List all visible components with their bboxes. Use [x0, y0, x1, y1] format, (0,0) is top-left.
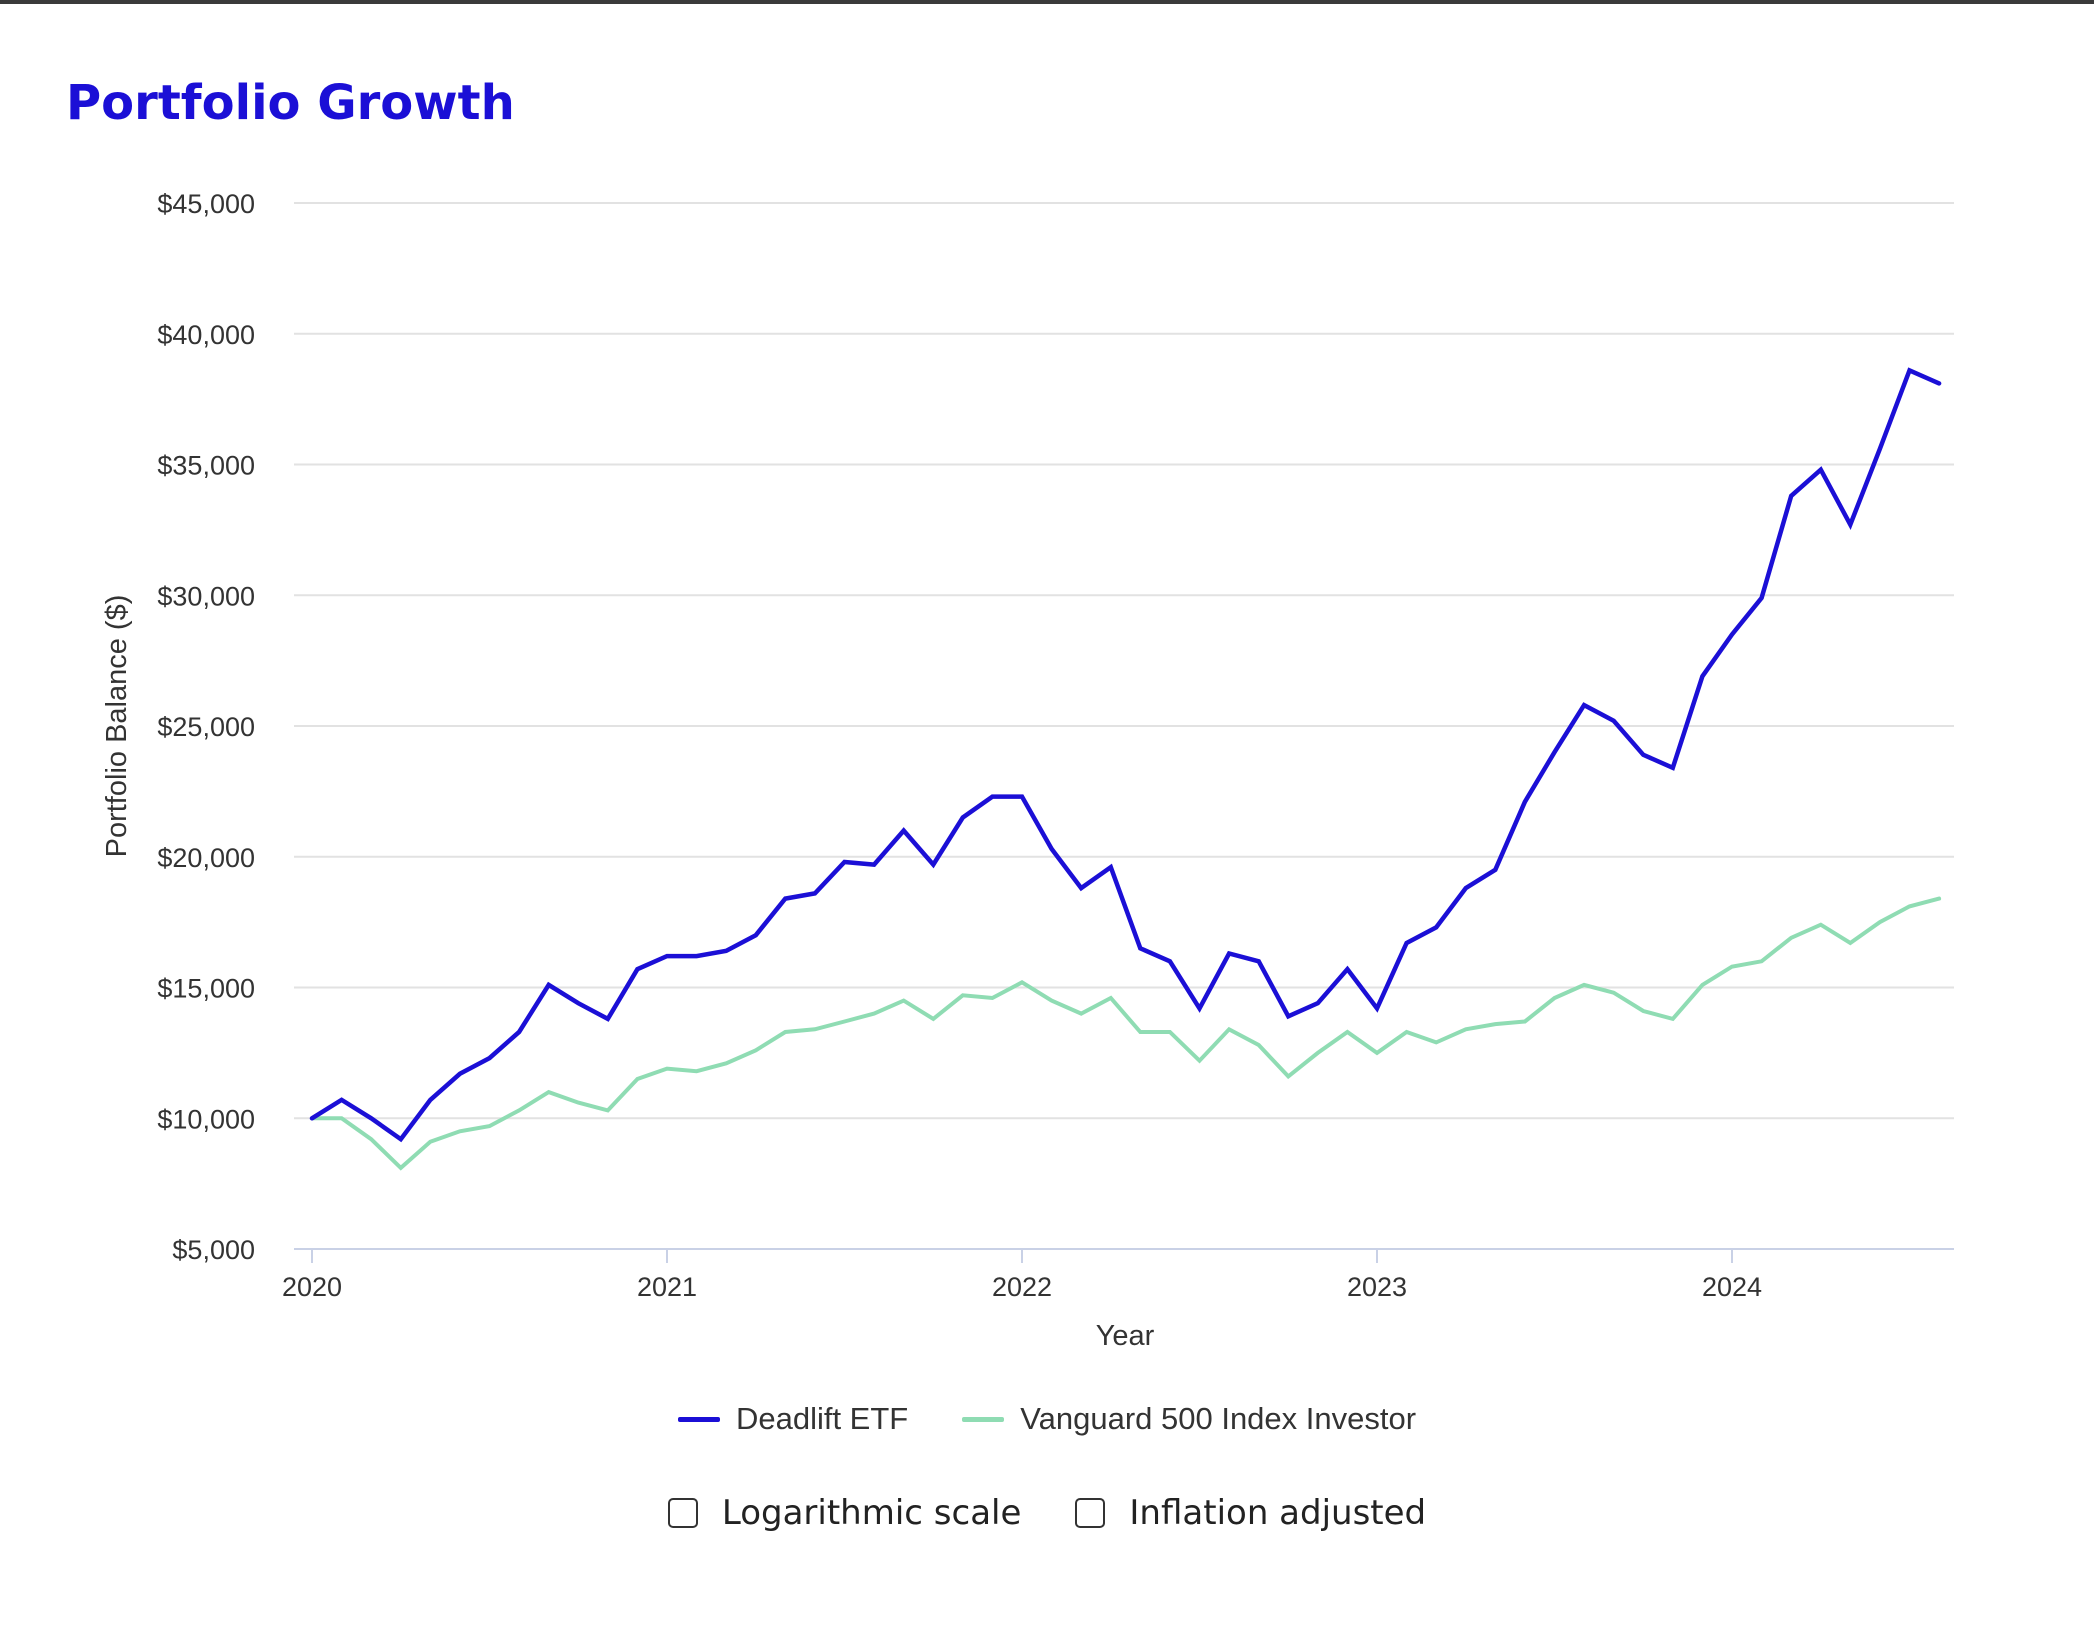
y-tick-label: $20,000	[157, 843, 255, 873]
series-line-vanguard-500[interactable]	[310, 896, 1942, 1171]
legend-swatch-deadlift-etf	[677, 1416, 720, 1422]
gridlines	[294, 202, 1954, 1120]
chart-legend: Deadlift ETF Vanguard 500 Index Investor	[0, 1396, 2094, 1442]
series-line-deadlift-etf[interactable]	[309, 367, 1942, 1143]
y-tick-label: $30,000	[157, 581, 255, 611]
legend-label-vanguard-500: Vanguard 500 Index Investor	[1020, 1401, 1417, 1436]
x-tick-label: 2024	[1702, 1272, 1762, 1302]
y-tick-label: $5,000	[172, 1235, 255, 1265]
page-title: Portfolio Growth	[66, 75, 515, 131]
log-scale-option[interactable]: Logarithmic scale	[667, 1493, 1022, 1533]
portfolio-growth-chart: $5,000 $10,000 $15,000 $20,000 $25,000 $30,00…	[101, 189, 1954, 1352]
top-border	[0, 0, 2094, 4]
inflation-adjusted-label: Inflation adjusted	[1129, 1493, 1427, 1533]
y-tick-label: $45,000	[157, 189, 255, 219]
x-tick-label: 2020	[282, 1272, 342, 1302]
y-tick-label: $10,000	[157, 1104, 255, 1134]
legend-label-deadlift-etf: Deadlift ETF	[735, 1401, 909, 1436]
x-tick-label: 2022	[992, 1272, 1052, 1302]
axes: $5,000 $10,000 $15,000 $20,000 $25,000 $30,00…	[157, 189, 1954, 1302]
x-axis-title: Year	[1096, 1320, 1155, 1352]
y-axis-title: Portfolio Balance ($)	[101, 595, 133, 858]
log-scale-checkbox[interactable]	[667, 1498, 698, 1528]
x-tick-label: 2021	[637, 1272, 697, 1302]
y-tick-label: $40,000	[157, 320, 255, 350]
x-tick-label: 2023	[1347, 1272, 1407, 1302]
legend-item-deadlift-etf[interactable]: Deadlift ETF	[677, 1401, 909, 1437]
chart-options: Logarithmic scale Inflation adjusted	[0, 1482, 2094, 1544]
y-tick-label: $25,000	[157, 712, 255, 742]
series-lines	[309, 367, 1942, 1171]
legend-swatch-vanguard-500	[962, 1416, 1005, 1422]
inflation-adjusted-checkbox[interactable]	[1075, 1498, 1106, 1528]
y-tick-label: $15,000	[157, 974, 255, 1004]
inflation-adjusted-option[interactable]: Inflation adjusted	[1075, 1493, 1426, 1533]
log-scale-label: Logarithmic scale	[721, 1493, 1022, 1533]
legend-item-vanguard-500[interactable]: Vanguard 500 Index Investor	[962, 1401, 1416, 1437]
y-tick-label: $35,000	[157, 451, 255, 481]
